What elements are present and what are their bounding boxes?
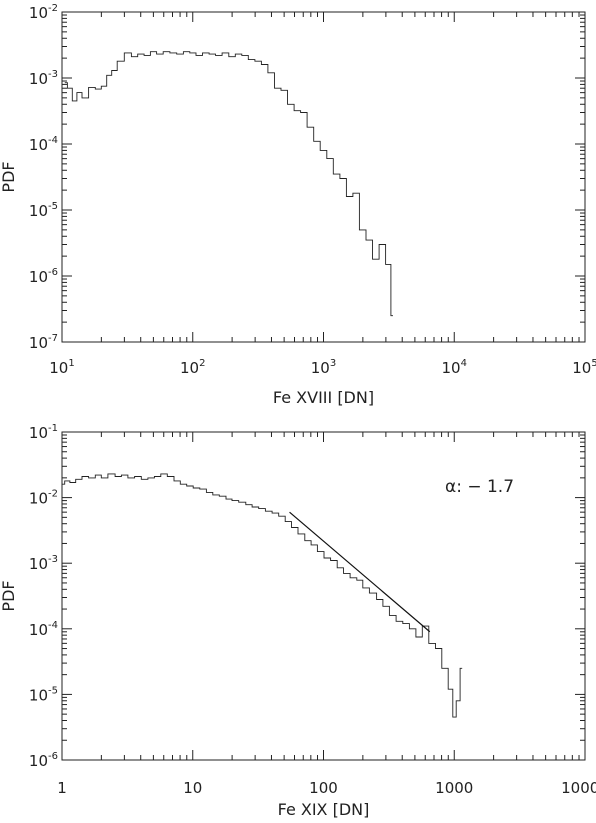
bottom-panel-fe-xix: 11010010001000010-610-510-410-310-210-1F…	[0, 423, 596, 819]
x-axis-label: Fe XIX [DN]	[278, 800, 370, 819]
x-tick-label: 10	[183, 779, 202, 797]
y-tick-label-exponent: -2	[48, 489, 58, 500]
y-axis-label: PDF	[0, 580, 18, 611]
y-tick-label: 10-6	[29, 267, 58, 286]
y-tick-label-base: 10	[29, 4, 48, 22]
y-tick-label-exponent: -3	[48, 554, 58, 565]
y-tick-label-base: 10	[29, 202, 48, 220]
x-tick-label-base: 10	[180, 359, 199, 377]
y-tick-label: 10-5	[29, 201, 58, 220]
x-axis-label: Fe XVIII [DN]	[273, 388, 374, 407]
y-tick-label-base: 10	[29, 752, 48, 770]
x-tick-label: 1	[57, 779, 67, 797]
y-tick-label-base: 10	[29, 555, 48, 573]
x-tick-label-exponent: 2	[199, 358, 205, 369]
x-tick-label-base: 10	[311, 359, 330, 377]
y-tick-label-base: 10	[29, 621, 48, 639]
y-tick-label-exponent: -4	[48, 620, 58, 631]
x-tick-label: 103	[311, 358, 336, 377]
y-tick-label-base: 10	[29, 268, 48, 286]
x-tick-label-base: 10	[442, 359, 461, 377]
y-tick-label: 10-7	[29, 333, 58, 352]
y-tick-label: 10-6	[29, 751, 58, 770]
x-tick-label-base: 10	[572, 359, 591, 377]
y-tick-label: 10-1	[29, 423, 58, 442]
x-tick-label: 101	[49, 358, 74, 377]
y-tick-label-exponent: -6	[48, 751, 58, 762]
y-tick-label: 10-2	[29, 489, 58, 508]
x-tick-label-base: 10	[49, 359, 68, 377]
plot-frame	[61, 11, 586, 343]
y-tick-label: 10-5	[29, 685, 58, 704]
x-tick-label: 104	[442, 358, 467, 377]
y-tick-label-exponent: -5	[48, 685, 58, 696]
x-tick-label: 102	[180, 358, 205, 377]
y-tick-label: 10-3	[29, 554, 58, 573]
x-tick-label: 10000	[561, 779, 596, 797]
y-tick-label-base: 10	[29, 334, 48, 352]
pdf-series-line	[62, 473, 463, 718]
x-tick-label: 105	[572, 358, 596, 377]
y-tick-label-exponent: -5	[48, 201, 58, 212]
x-tick-label-exponent: 1	[68, 358, 74, 369]
alpha-annotation: α: − 1.7	[445, 477, 514, 497]
y-tick-label-base: 10	[29, 136, 48, 154]
pdf-series-line	[64, 51, 393, 317]
y-tick-label: 10-3	[29, 69, 58, 88]
x-tick-label-exponent: 5	[591, 358, 596, 369]
x-tick-label-exponent: 4	[461, 358, 467, 369]
power-law-fit-line	[289, 511, 431, 633]
y-tick-label-exponent: -3	[48, 69, 58, 80]
y-tick-label-exponent: -7	[48, 333, 58, 344]
y-tick-label-exponent: -4	[48, 135, 58, 146]
y-tick-label: 10-2	[29, 3, 58, 22]
y-tick-label-base: 10	[29, 424, 48, 442]
top-panel-fe-xviii: 101 102 103 104 10510-710-610-510-410-310-2F…	[0, 3, 596, 407]
y-tick-label-base: 10	[29, 686, 48, 704]
x-tick-label: 1000	[435, 779, 473, 797]
y-tick-label: 10-4	[29, 135, 58, 154]
x-tick-label: 100	[309, 779, 338, 797]
y-tick-label-base: 10	[29, 490, 48, 508]
y-tick-label-exponent: -1	[48, 423, 58, 434]
x-tick-label-exponent: 3	[330, 358, 336, 369]
y-tick-label: 10-4	[29, 620, 58, 639]
y-axis-label: PDF	[0, 161, 18, 192]
y-tick-label-exponent: -6	[48, 267, 58, 278]
y-tick-label-base: 10	[29, 70, 48, 88]
y-tick-label-exponent: -2	[48, 3, 58, 14]
